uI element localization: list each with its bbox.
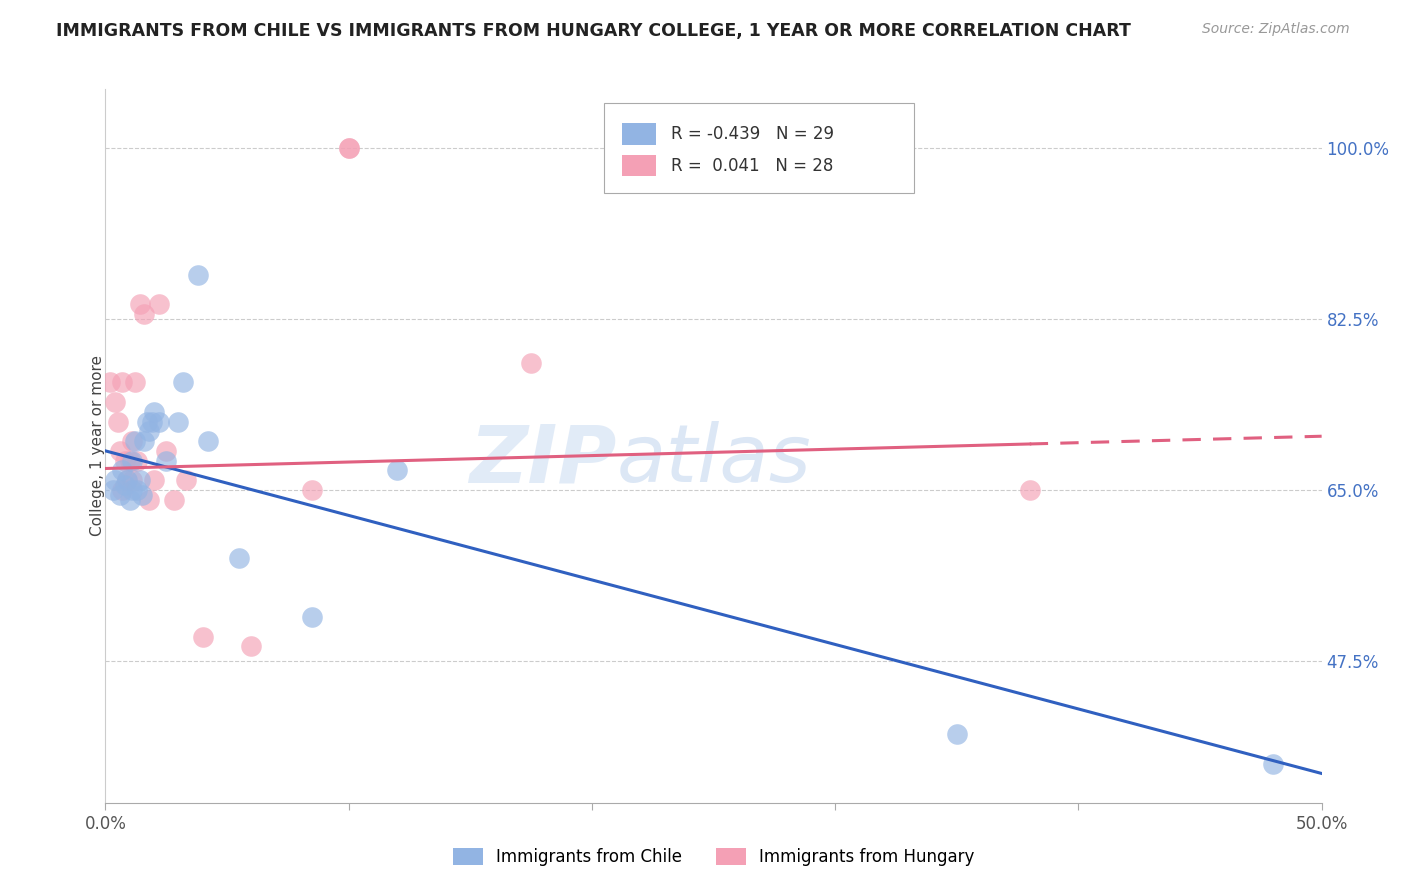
Point [128, 297, 150, 311]
Point [131, 488, 153, 502]
Point [228, 551, 250, 566]
Point [301, 483, 323, 497]
Text: atlas: atlas [616, 421, 811, 500]
Point [138, 425, 160, 439]
Point [134, 307, 156, 321]
Point [172, 376, 194, 390]
Point [187, 268, 209, 282]
Point [121, 473, 143, 487]
Point [121, 453, 143, 467]
Point [141, 415, 163, 429]
Point [108, 443, 131, 458]
Point [135, 415, 157, 429]
Point [117, 473, 139, 487]
Point [1261, 756, 1284, 771]
Point [111, 483, 134, 497]
Point [191, 630, 214, 644]
FancyBboxPatch shape [605, 103, 914, 193]
Point [1018, 483, 1040, 497]
Point [104, 473, 127, 487]
Point [143, 473, 166, 487]
Text: Source: ZipAtlas.com: Source: ZipAtlas.com [1202, 22, 1350, 37]
Point [128, 473, 150, 487]
Bar [623, 123, 657, 145]
Y-axis label: College, 1 year or more: College, 1 year or more [90, 356, 104, 536]
Point [240, 640, 263, 654]
Point [197, 434, 219, 449]
Point [118, 453, 141, 467]
Point [121, 483, 143, 497]
Point [121, 434, 143, 449]
Point [118, 492, 141, 507]
Point [162, 492, 184, 507]
Point [520, 356, 543, 370]
Legend: Immigrants from Chile, Immigrants from Hungary: Immigrants from Chile, Immigrants from H… [446, 841, 981, 873]
Point [111, 376, 134, 390]
Point [101, 483, 124, 497]
Point [111, 463, 134, 477]
Text: ZIP: ZIP [468, 421, 616, 500]
Point [155, 453, 177, 467]
Point [301, 610, 323, 624]
Point [148, 415, 170, 429]
Point [138, 492, 160, 507]
Point [98, 376, 121, 390]
Point [148, 297, 170, 311]
Point [167, 415, 190, 429]
Bar [623, 155, 657, 177]
Point [143, 405, 166, 419]
Point [387, 463, 409, 477]
Point [155, 443, 177, 458]
Point [337, 141, 360, 155]
Point [134, 434, 156, 449]
Point [124, 434, 146, 449]
Point [337, 141, 360, 155]
Point [117, 473, 139, 487]
Point [124, 376, 146, 390]
Text: IMMIGRANTS FROM CHILE VS IMMIGRANTS FROM HUNGARY COLLEGE, 1 YEAR OR MORE CORRELA: IMMIGRANTS FROM CHILE VS IMMIGRANTS FROM… [56, 22, 1130, 40]
Point [114, 478, 136, 492]
Point [125, 483, 148, 497]
Point [107, 415, 129, 429]
Point [174, 473, 197, 487]
Point [104, 395, 127, 409]
Point [108, 488, 131, 502]
Text: R =  0.041   N = 28: R = 0.041 N = 28 [671, 157, 834, 175]
Point [125, 453, 148, 467]
Point [114, 453, 136, 467]
Text: R = -0.439   N = 29: R = -0.439 N = 29 [671, 125, 834, 143]
Point [945, 727, 967, 741]
